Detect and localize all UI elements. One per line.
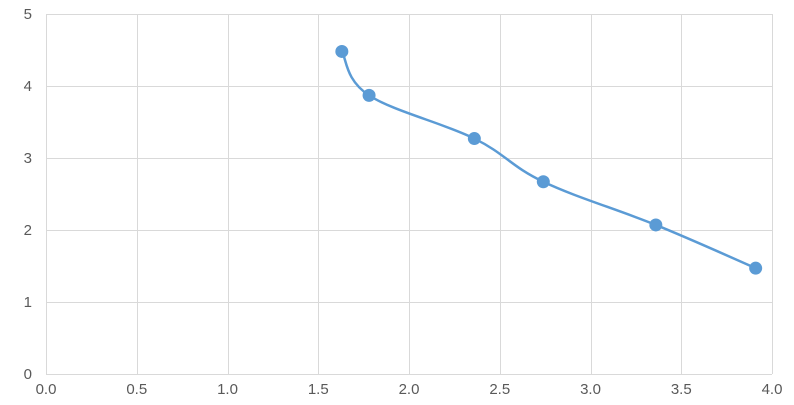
series-layer (335, 44, 763, 275)
x-tick-label: 2.5 (489, 381, 510, 398)
y-tick-label: 2 (24, 222, 32, 239)
x-tick-label: 0.0 (36, 381, 57, 398)
data-point-marker (335, 44, 349, 58)
y-tick-label: 1 (24, 294, 32, 311)
x-tick-label: 2.0 (399, 381, 420, 398)
x-tick-label: 3.5 (671, 381, 692, 398)
y-tick-label: 3 (24, 150, 32, 167)
x-tick-label: 3.0 (580, 381, 601, 398)
data-point-marker (362, 88, 376, 102)
x-tick-label: 0.5 (126, 381, 147, 398)
y-tick-labels: 0 1 2 3 4 5 (24, 6, 32, 383)
series-line (340, 50, 757, 270)
data-point-marker (467, 132, 481, 146)
data-point-marker (536, 175, 550, 189)
x-tick-label: 1.5 (308, 381, 329, 398)
data-point-marker (749, 261, 763, 275)
x-tick-label: 1.0 (217, 381, 238, 398)
data-point-marker (649, 218, 663, 232)
y-gridlines (46, 14, 772, 375)
x-tick-labels: 0.0 0.5 1.0 1.5 2.0 2.5 3.0 3.5 4.0 (36, 381, 783, 398)
x-gridlines (46, 14, 773, 374)
x-tick-label: 4.0 (762, 381, 783, 398)
y-tick-label: 0 (24, 366, 32, 383)
y-tick-label: 5 (24, 6, 32, 23)
y-tick-label: 4 (24, 78, 32, 95)
